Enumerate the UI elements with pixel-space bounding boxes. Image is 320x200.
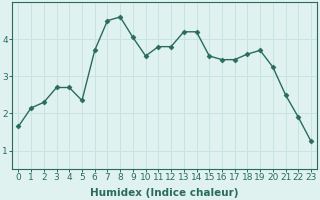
X-axis label: Humidex (Indice chaleur): Humidex (Indice chaleur) [91,188,239,198]
